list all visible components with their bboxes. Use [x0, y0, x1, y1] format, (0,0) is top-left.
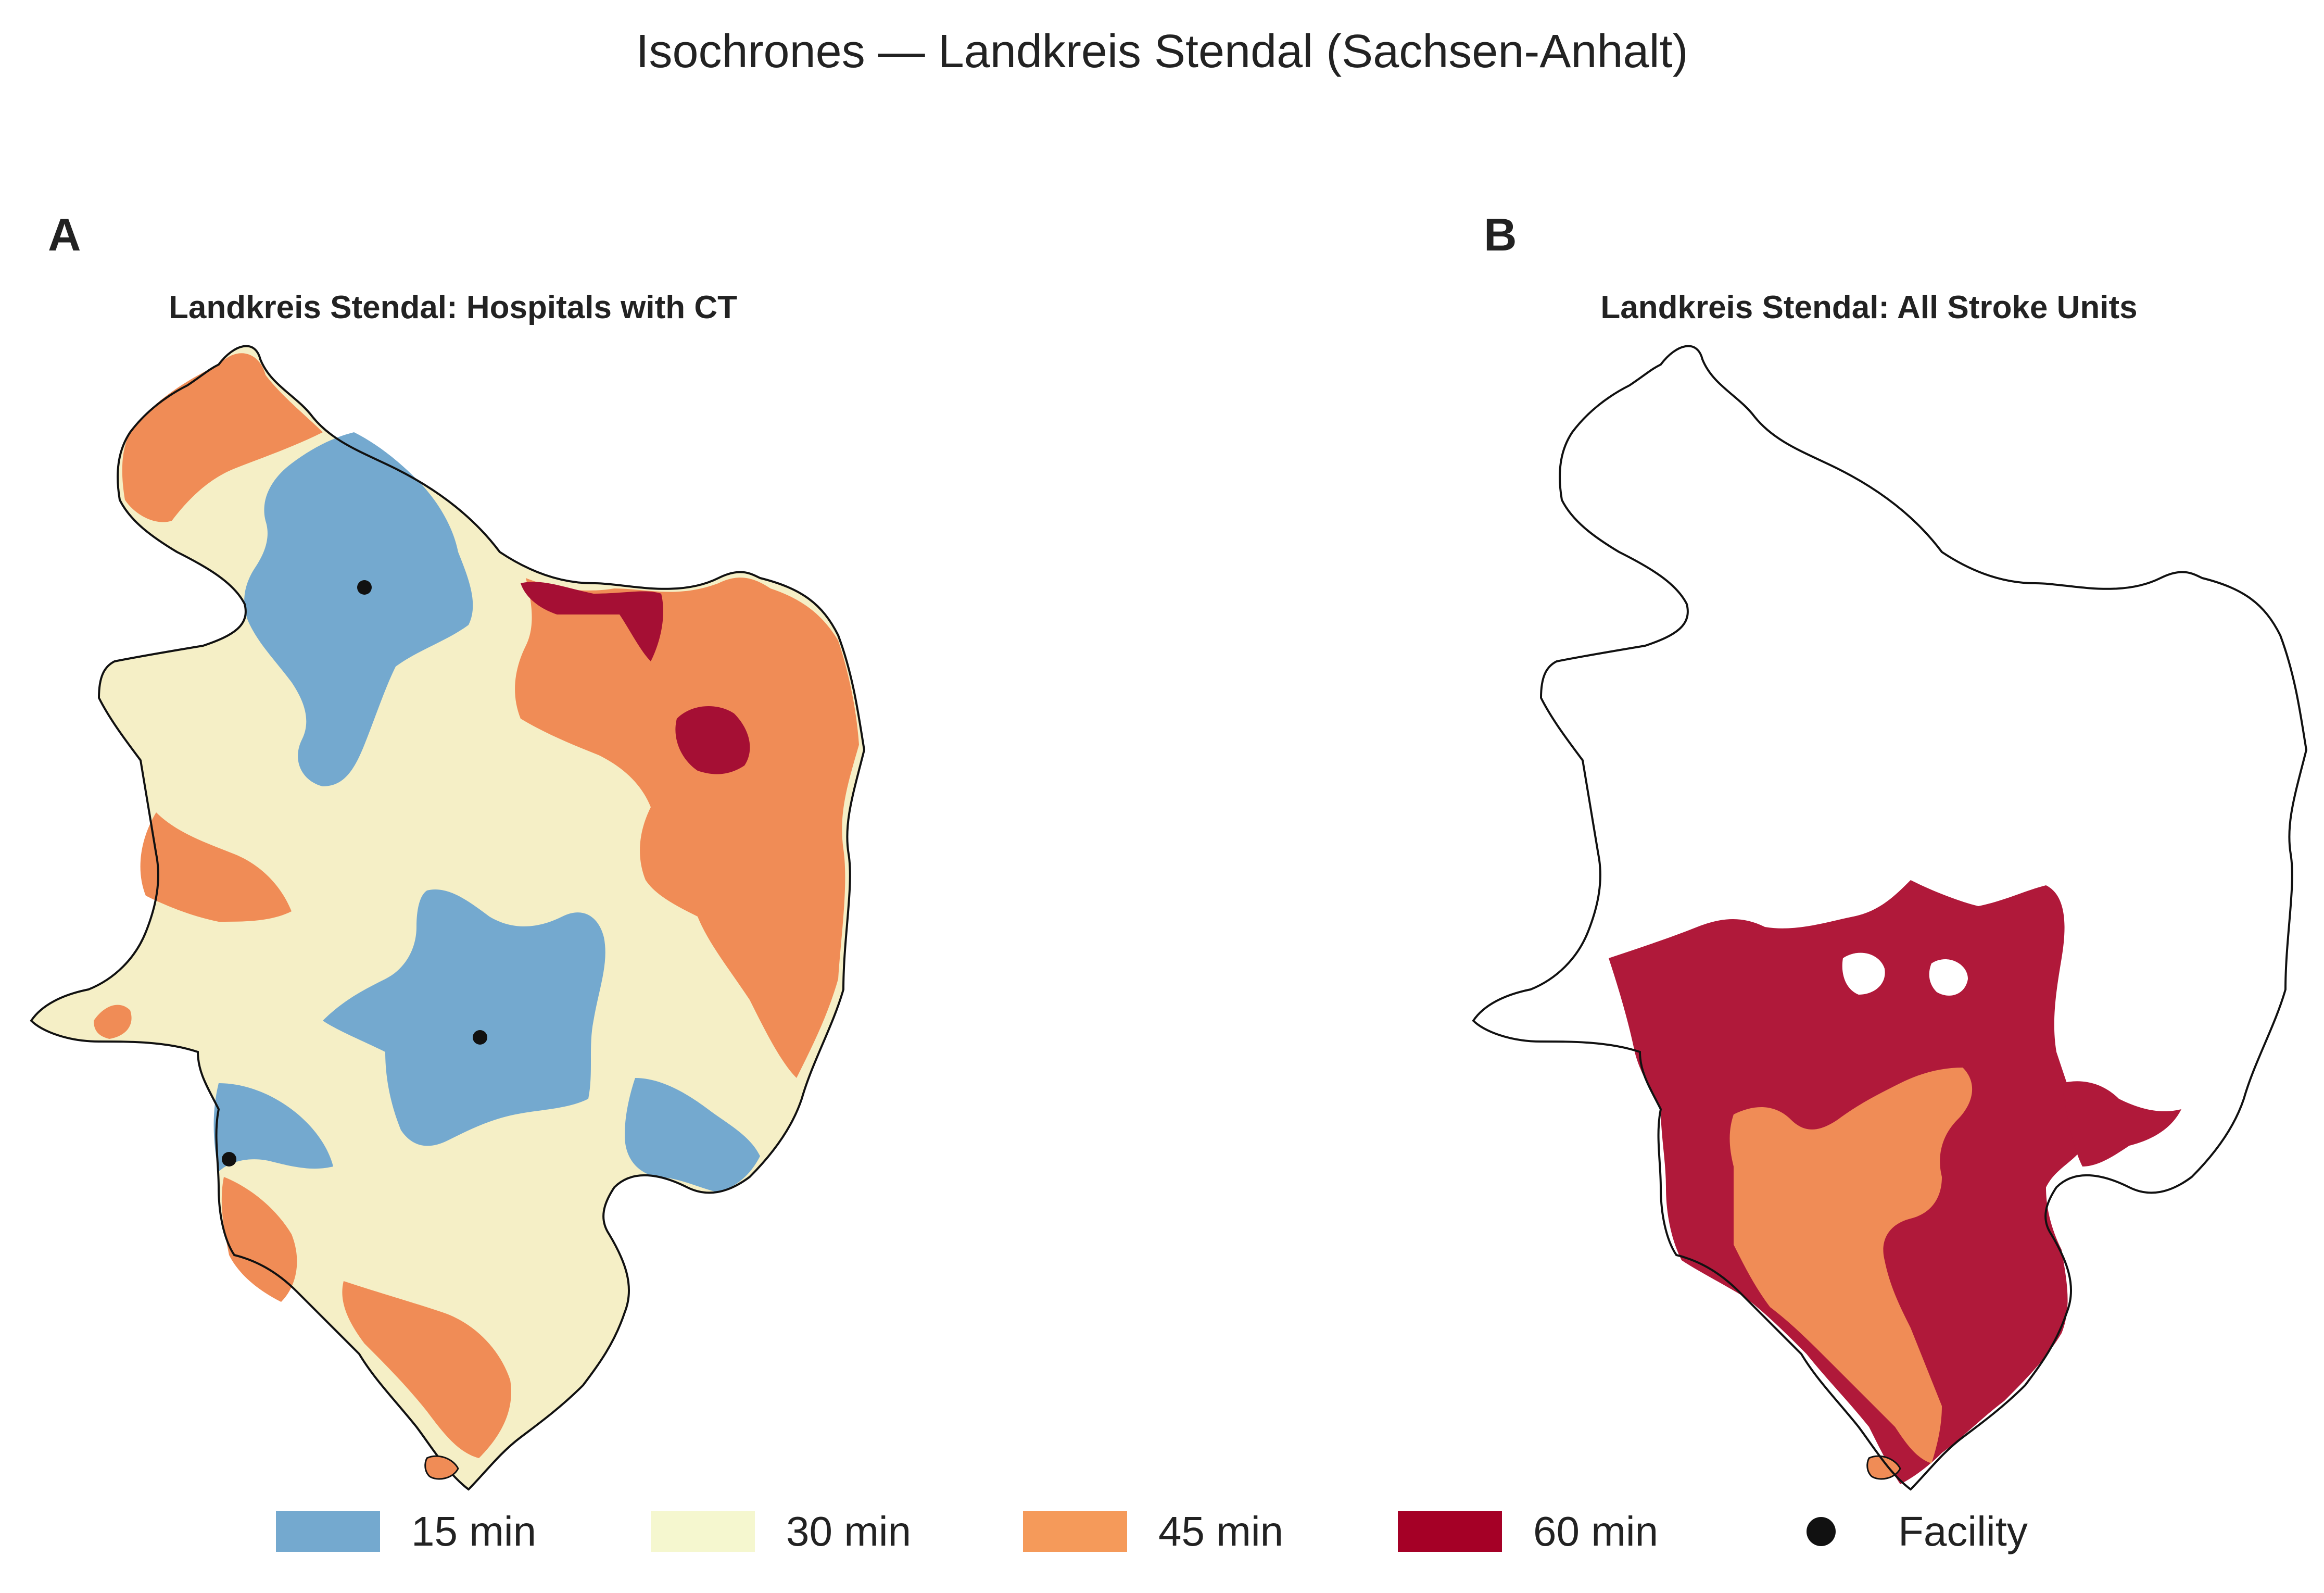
facility-marker: [222, 1152, 236, 1166]
panel-b-letter: B: [1484, 209, 1517, 260]
legend: 15 min 30 min 45 min 60 min Facility: [0, 1489, 2324, 1562]
legend-swatch-60: [1398, 1511, 1502, 1552]
panel-a-letter: A: [48, 209, 81, 260]
legend-label-60: 60 min: [1533, 1508, 1659, 1554]
legend-item-facility: Facility: [1770, 1508, 2028, 1555]
panel-a-title: Landkreis Stendal: Hospitals with CT: [168, 290, 738, 325]
legend-item-15: 15 min: [276, 1508, 536, 1555]
legend-facility-dot: [1807, 1517, 1836, 1546]
panel-a-map: [30, 345, 865, 1490]
panel-b-title: Landkreis Stendal: All Stroke Units: [1600, 290, 2138, 325]
legend-label-30: 30 min: [786, 1508, 912, 1554]
facility-marker: [473, 1030, 487, 1045]
legend-swatch-30: [651, 1511, 755, 1552]
legend-label-15: 15 min: [411, 1508, 537, 1554]
legend-item-45: 45 min: [1023, 1508, 1283, 1555]
legend-swatch-15: [276, 1511, 380, 1552]
legend-swatch-45: [1023, 1511, 1127, 1552]
facility-marker: [357, 580, 372, 595]
legend-item-60: 60 min: [1398, 1508, 1658, 1555]
legend-label-facility: Facility: [1898, 1508, 2028, 1554]
panel-b-map: [1472, 345, 2307, 1490]
figure-title: Isochrones — Landkreis Stendal (Sachsen-…: [636, 26, 1688, 78]
legend-item-30: 30 min: [651, 1508, 911, 1555]
legend-label-45: 45 min: [1158, 1508, 1284, 1554]
